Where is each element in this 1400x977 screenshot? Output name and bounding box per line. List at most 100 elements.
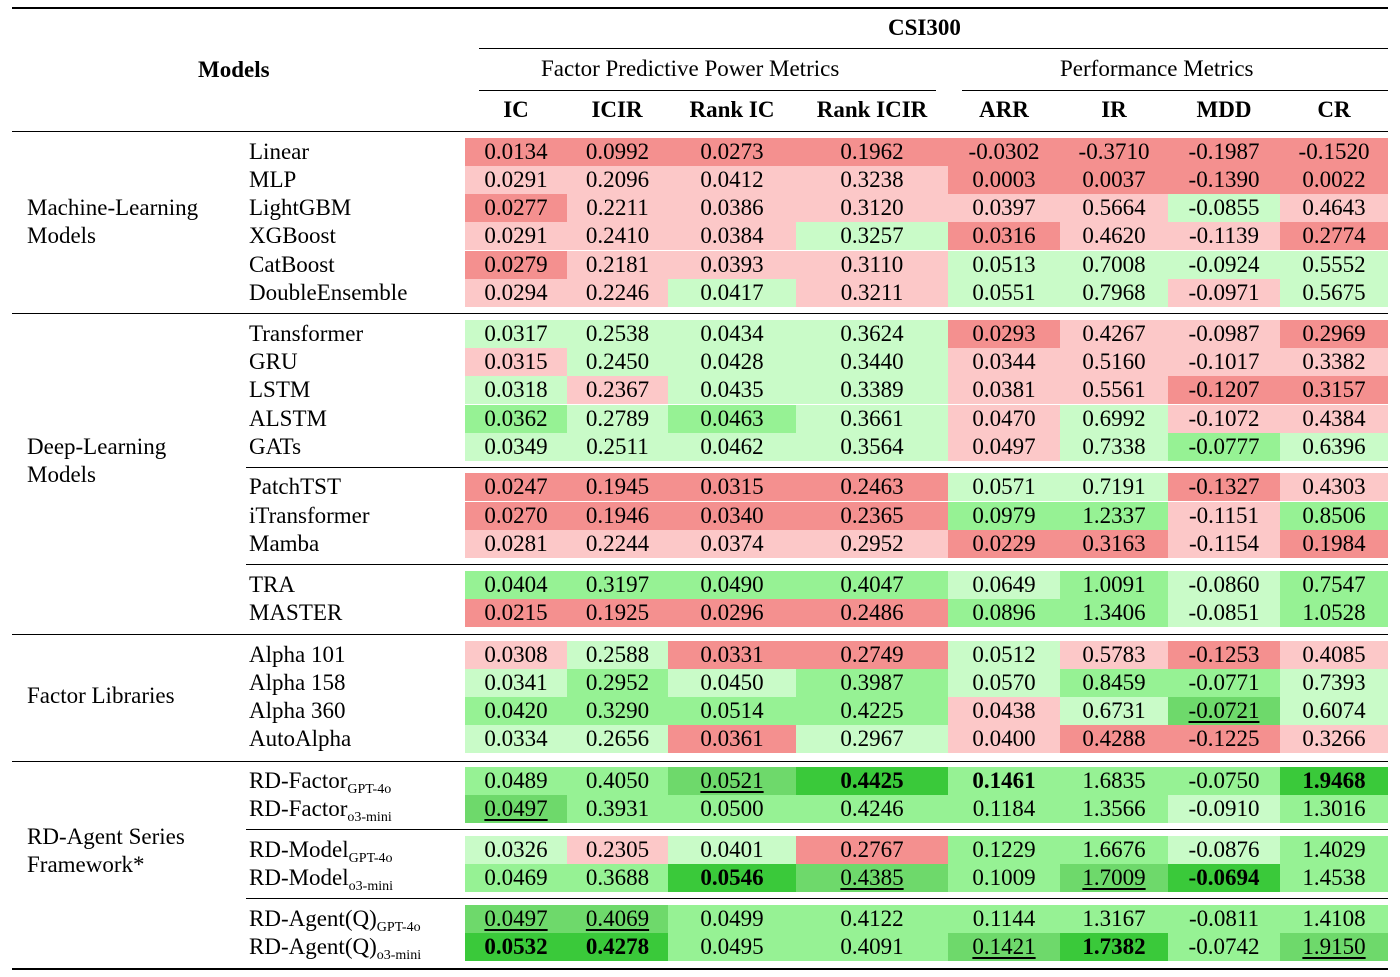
metric-cell: 0.2246 <box>567 279 668 307</box>
model-name-text: GRU <box>249 349 298 374</box>
performance-metrics-underline <box>962 90 1388 91</box>
metric-value: 0.8459 <box>1082 670 1146 695</box>
metric-value: 0.0979 <box>972 503 1036 528</box>
metric-value: -0.1017 <box>1188 349 1260 374</box>
model-name: Alpha 158 <box>249 669 345 697</box>
metric-value: 0.0215 <box>484 600 548 625</box>
metric-cell: 0.4246 <box>796 795 948 823</box>
metric-cell: 0.0469 <box>465 864 567 892</box>
metric-value: 0.0512 <box>972 642 1036 667</box>
metric-value: 0.0490 <box>700 572 764 597</box>
metric-value: 0.1461 <box>972 768 1036 793</box>
model-name: XGBoost <box>249 222 336 250</box>
model-name-text: RD-Model <box>249 865 349 890</box>
metric-cell: -0.1139 <box>1168 222 1280 250</box>
metric-value: 0.3120 <box>840 195 904 220</box>
metric-cell: 0.2305 <box>567 836 668 864</box>
metric-cell: 0.5160 <box>1060 348 1168 376</box>
metric-cell: 1.6676 <box>1060 836 1168 864</box>
metric-value: 0.4288 <box>1082 726 1146 751</box>
metric-value: 0.1144 <box>972 906 1036 931</box>
metric-value: 0.3110 <box>840 252 904 277</box>
metric-cell: 0.0361 <box>668 725 796 753</box>
metric-value: 0.3389 <box>840 377 904 402</box>
metric-value: -0.0721 <box>1188 698 1260 723</box>
metric-value: 0.0229 <box>972 531 1036 556</box>
metric-value: 0.3211 <box>840 280 904 305</box>
model-name-text: Mamba <box>249 531 320 556</box>
model-variant: GPT-4o <box>376 920 421 935</box>
metric-value: 0.2967 <box>840 726 904 751</box>
metric-cell: 0.3290 <box>567 697 668 725</box>
metric-cell: -0.0851 <box>1168 599 1280 627</box>
metric-cell: 0.3440 <box>796 348 948 376</box>
metric-cell: 0.0294 <box>465 279 567 307</box>
metric-cell: 0.4085 <box>1280 641 1388 669</box>
metric-value: -0.0855 <box>1188 195 1260 220</box>
subgroup-rule <box>246 898 1388 899</box>
metric-cell: 0.4288 <box>1060 725 1168 753</box>
metric-value: 0.0003 <box>972 167 1036 192</box>
metric-cell: 0.7338 <box>1060 433 1168 461</box>
metric-value: 0.7338 <box>1082 434 1146 459</box>
metric-cell: 1.6835 <box>1060 767 1168 795</box>
model-name: Linear <box>249 138 309 166</box>
metric-cell: 0.4050 <box>567 767 668 795</box>
model-name: RD-Agent(Q)GPT-4o <box>249 905 421 935</box>
metric-value: 0.0551 <box>972 280 1036 305</box>
metric-cell: -0.0860 <box>1168 571 1280 599</box>
model-name-text: AutoAlpha <box>249 726 352 751</box>
metric-cell: -0.0777 <box>1168 433 1280 461</box>
metric-cell: 0.2969 <box>1280 320 1388 348</box>
metric-value: 0.2305 <box>585 837 650 862</box>
metric-value: 0.2952 <box>840 531 904 556</box>
metric-cell: 0.0291 <box>465 222 567 250</box>
model-name-text: RD-Agent(Q) <box>249 934 377 959</box>
model-name-text: MLP <box>249 167 297 192</box>
metric-value: 0.0404 <box>484 572 548 597</box>
metric-cell: 0.8459 <box>1060 669 1168 697</box>
metric-cell: 0.0349 <box>465 433 567 461</box>
metric-cell: 0.4425 <box>796 767 948 795</box>
metric-value: 0.4425 <box>840 768 904 793</box>
metric-cell: 0.0247 <box>465 473 567 501</box>
metric-value: 0.0316 <box>972 223 1036 248</box>
metric-cell: 0.0037 <box>1060 166 1168 194</box>
metric-value: 0.6396 <box>1302 434 1366 459</box>
section-label: Factor Libraries <box>27 683 175 708</box>
metric-cell: 1.2337 <box>1060 502 1168 530</box>
column-header-rank-icir: Rank ICIR <box>816 97 928 122</box>
metric-cell: 0.4267 <box>1060 320 1168 348</box>
metric-cell: 0.2410 <box>567 222 668 250</box>
metric-value: 0.5675 <box>1302 280 1366 305</box>
metric-value: 0.0361 <box>700 726 764 751</box>
metric-value: 0.0317 <box>484 321 548 346</box>
section-rule <box>12 634 1388 635</box>
metric-cell: 0.0497 <box>948 433 1060 461</box>
metric-value: 0.0649 <box>972 572 1036 597</box>
metric-value: -0.1207 <box>1188 377 1260 402</box>
metric-cell: 0.2367 <box>567 376 668 404</box>
metric-cell: 1.3566 <box>1060 795 1168 823</box>
metric-cell: 0.4385 <box>796 864 948 892</box>
metric-cell: 1.3167 <box>1060 905 1168 933</box>
metric-cell: 0.0215 <box>465 599 567 627</box>
metric-value: 0.0326 <box>484 837 548 862</box>
metric-cell: 0.1421 <box>948 933 1060 961</box>
metric-value: -0.0694 <box>1188 865 1260 890</box>
metric-value: -0.1390 <box>1188 167 1260 192</box>
metric-value: 0.0992 <box>585 139 650 164</box>
metric-value: 0.1945 <box>585 474 650 499</box>
model-name-text: ALSTM <box>249 406 327 431</box>
metric-cell: 0.5783 <box>1060 641 1168 669</box>
metric-cell: 0.2181 <box>567 251 668 279</box>
metric-value: 0.3382 <box>1302 349 1366 374</box>
metric-cell: 0.0497 <box>465 905 567 933</box>
model-name-text: RD-Model <box>249 837 349 862</box>
metric-cell: 0.2244 <box>567 530 668 558</box>
model-name-text: DoubleEnsemble <box>249 280 408 305</box>
model-name-text: Alpha 360 <box>249 698 346 723</box>
metric-value: -0.0910 <box>1188 796 1260 821</box>
metric-cell: 0.1962 <box>796 138 948 166</box>
metric-value: 0.0349 <box>484 434 548 459</box>
